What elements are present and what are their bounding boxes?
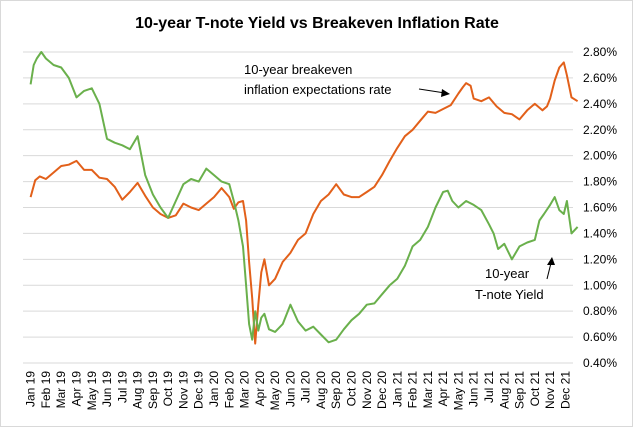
x-tick-label: Sep 21	[513, 371, 527, 409]
x-tick-label: Jul 21	[482, 371, 496, 403]
x-tick-label: Mar 20	[238, 371, 252, 409]
breakeven-series-line	[29, 61, 579, 345]
x-tick-label: Oct 21	[528, 371, 542, 407]
x-tick-label: Sep 19	[146, 371, 160, 409]
breakeven-arrowhead	[441, 89, 450, 97]
x-tick-label: Jan 19	[24, 371, 38, 407]
x-tick-label: Nov 19	[176, 371, 190, 409]
y-tick-label: 2.80%	[583, 45, 617, 59]
y-tick-label: 1.80%	[583, 175, 617, 189]
breakeven-annotation-line2: inflation expectations rate	[244, 82, 391, 97]
y-tick-label: 1.40%	[583, 226, 617, 240]
tnote-arrow	[546, 262, 552, 280]
x-tick-label: Jul 19	[115, 371, 129, 403]
x-axis-ticks: Jan 19 Feb 19 Mar 19 Apr 19 May 19 Jun 19 Jul …	[24, 371, 573, 411]
x-tick-label: Jan 20	[207, 371, 221, 407]
y-tick-label: 2.60%	[583, 71, 617, 85]
x-tick-label: Mar 19	[54, 371, 68, 409]
y-tick-label: 0.40%	[583, 356, 617, 370]
x-tick-label: Dec 21	[558, 371, 572, 409]
x-tick-label: Apr 21	[436, 371, 450, 407]
y-tick-label: 0.60%	[583, 330, 617, 344]
x-tick-label: Jun 20	[283, 371, 297, 407]
x-tick-label: Nov 21	[543, 371, 557, 409]
x-tick-label: Feb 19	[39, 371, 53, 409]
annotations: 10-year breakeven inflation expectations…	[244, 62, 555, 302]
tnote-annotation-line1: 10-year	[485, 266, 530, 281]
y-axis-ticks: 0.40% 0.60% 0.80% 1.00% 1.20% 1.40% 1.60% 1.80%…	[583, 45, 617, 370]
series-lines	[29, 51, 579, 345]
x-tick-label: Dec 19	[192, 371, 206, 409]
y-tick-label: 1.00%	[583, 278, 617, 292]
x-tick-label: May 21	[451, 371, 465, 411]
x-tick-label: Aug 21	[497, 371, 511, 409]
x-tick-label: Aug 19	[131, 371, 145, 409]
x-tick-label: May 19	[85, 371, 99, 411]
tnote-arrowhead	[547, 257, 555, 265]
x-tick-label: Feb 20	[222, 371, 236, 409]
x-tick-label: Jun 19	[100, 371, 114, 407]
y-tick-label: 2.20%	[583, 123, 617, 137]
x-tick-label: May 20	[268, 371, 282, 411]
y-tick-label: 1.20%	[583, 252, 617, 266]
x-tick-label: Oct 20	[344, 371, 358, 407]
x-tick-label: Mar 21	[421, 371, 435, 409]
breakeven-annotation-line1: 10-year breakeven	[244, 62, 352, 77]
x-tick-label: Oct 19	[161, 371, 175, 407]
y-tick-label: 2.40%	[583, 97, 617, 111]
gridlines	[23, 51, 573, 364]
y-tick-label: 0.80%	[583, 304, 617, 318]
x-tick-label: Apr 19	[69, 371, 83, 407]
x-tick-label: Apr 20	[253, 371, 267, 407]
x-tick-label: Jun 21	[467, 371, 481, 407]
y-tick-label: 1.60%	[583, 201, 617, 215]
x-tick-label: Sep 20	[329, 371, 343, 409]
tnote-annotation-line2: T-note Yield	[475, 287, 544, 302]
x-tick-label: Jul 20	[299, 371, 313, 403]
chart-title: 10-year T-note Yield vs Breakeven Inflat…	[135, 15, 499, 32]
tnote-series-line	[29, 51, 579, 344]
x-tick-label: Nov 20	[360, 371, 374, 409]
breakeven-arrow	[418, 88, 446, 94]
x-tick-label: Dec 20	[375, 371, 389, 409]
x-tick-label: Feb 21	[406, 371, 420, 409]
x-tick-label: Jan 21	[390, 371, 404, 407]
y-tick-label: 2.00%	[583, 149, 617, 163]
x-tick-label: Aug 20	[314, 371, 328, 409]
